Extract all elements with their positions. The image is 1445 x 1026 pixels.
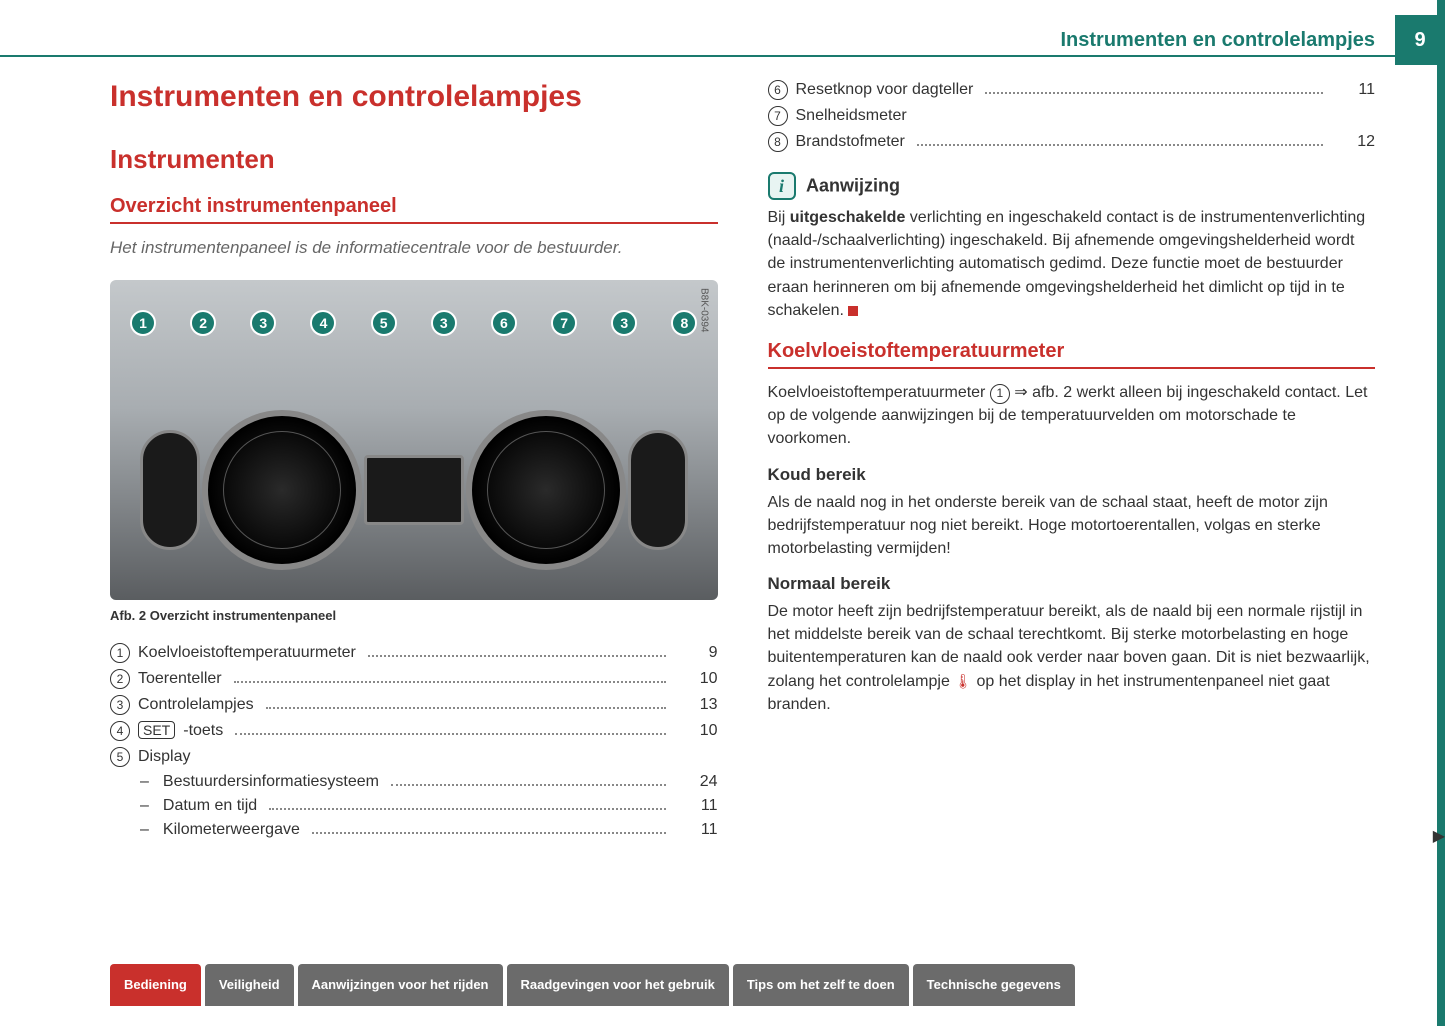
toc-row: 2 Toerenteller 10 xyxy=(110,669,718,689)
section-title: Instrumenten xyxy=(110,144,718,175)
continue-arrow-icon: ▶ xyxy=(1433,826,1445,846)
toc-page: 9 xyxy=(678,644,718,662)
subsection-title: Overzicht instrumentenpaneel xyxy=(110,195,718,224)
toc-row: 5 Display xyxy=(110,747,718,767)
toc-label: Snelheidsmeter xyxy=(796,107,907,125)
toc-row: 6 Resetknop voor dagteller 11 xyxy=(768,80,1376,100)
figure-callout: 2 xyxy=(190,310,216,336)
figure-ref-code: B8K-0394 xyxy=(699,288,710,332)
figure-callout: 6 xyxy=(491,310,517,336)
info-icon: i xyxy=(768,172,796,200)
info-box: i Aanwijzing Bij uitgeschakelde verlicht… xyxy=(768,172,1376,322)
nav-tab[interactable]: Raadgevingen voor het gebruik xyxy=(507,964,729,1006)
toc-page: 10 xyxy=(678,670,718,688)
content: Instrumenten en controlelampjes Instrume… xyxy=(110,80,1375,946)
toc-page: 11 xyxy=(678,821,718,839)
toc-page: 11 xyxy=(678,797,718,815)
toc-number: 5 xyxy=(110,747,130,767)
toc-label: -toets xyxy=(183,722,223,740)
temp-gauge xyxy=(140,430,200,550)
tachometer-gauge xyxy=(202,410,362,570)
section2-para1: Koelvloeistoftemperatuurmeter 1 ⇒ afb. 2… xyxy=(768,381,1376,451)
toc-right: 6 Resetknop voor dagteller 11 7 Snelheidsmet… xyxy=(768,80,1376,152)
center-display xyxy=(364,455,464,525)
toc-number: 7 xyxy=(768,106,788,126)
toc-label: Toerenteller xyxy=(138,670,222,688)
toc-page: 10 xyxy=(678,722,718,740)
figure-callout: 8 xyxy=(671,310,697,336)
toc-row: 4 SET -toets 10 xyxy=(110,721,718,741)
toc-label: Controlelampjes xyxy=(138,696,254,714)
toc-number: 2 xyxy=(110,669,130,689)
running-title: Instrumenten en controlelampjes xyxy=(1060,29,1395,52)
toc-number: 1 xyxy=(110,643,130,663)
toc-row: 3 Controlelampjes 13 xyxy=(110,695,718,715)
section2-title: Koelvloeistoftemperatuurmeter xyxy=(768,340,1376,369)
toc-page: 24 xyxy=(678,773,718,791)
header-rule xyxy=(0,55,1395,57)
figure-callout: 4 xyxy=(310,310,336,336)
set-key: SET xyxy=(138,721,175,739)
figure-callouts: 1 2 3 4 5 3 6 7 3 8 xyxy=(130,310,698,336)
toc-number: 3 xyxy=(110,695,130,715)
heading-normal: Normaal bereik xyxy=(768,574,1376,594)
intro-text: Het instrumentenpaneel is de informatiec… xyxy=(110,236,718,260)
temperature-icon: 🌡 xyxy=(954,673,972,689)
toc-row: –Bestuurdersinformatiesysteem24 xyxy=(140,773,718,791)
left-column: Instrumenten en controlelampjes Instrume… xyxy=(110,80,718,946)
ref-circle: 1 xyxy=(990,384,1010,404)
toc-label: Resetknop voor dagteller xyxy=(796,81,974,99)
right-column: 6 Resetknop voor dagteller 11 7 Snelheidsmet… xyxy=(768,80,1376,946)
toc-label: Display xyxy=(138,748,190,766)
nav-tab[interactable]: Bediening xyxy=(110,964,201,1006)
nav-tab[interactable]: Tips om het zelf te doen xyxy=(733,964,909,1006)
figure-instrument-panel: B8K-0394 1 2 3 4 5 3 6 7 3 8 xyxy=(110,280,718,600)
page-header: Instrumenten en controlelampjes 9 xyxy=(1060,15,1445,65)
toc-row: –Kilometerweergave11 xyxy=(140,821,718,839)
nav-tab[interactable]: Veiligheid xyxy=(205,964,294,1006)
toc-left: 1 Koelvloeistoftemperatuurmeter 9 2 Toerente… xyxy=(110,643,718,767)
toc-label: Bestuurdersinformatiesysteem xyxy=(163,773,379,791)
figure-callout: 7 xyxy=(551,310,577,336)
toc-label: Kilometerweergave xyxy=(163,821,300,839)
figure-callout: 3 xyxy=(611,310,637,336)
nav-tab[interactable]: Technische gegevens xyxy=(913,964,1075,1006)
info-body: Bij uitgeschakelde verlichting en ingesc… xyxy=(768,206,1376,322)
toc-row: 1 Koelvloeistoftemperatuurmeter 9 xyxy=(110,643,718,663)
heading-cold: Koud bereik xyxy=(768,465,1376,485)
toc-row: 7 Snelheidsmeter xyxy=(768,106,1376,126)
figure-callout: 5 xyxy=(371,310,397,336)
toc-number: 4 xyxy=(110,721,130,741)
figure-callout: 1 xyxy=(130,310,156,336)
end-mark xyxy=(848,306,858,316)
toc-row: –Datum en tijd11 xyxy=(140,797,718,815)
toc-label: Datum en tijd xyxy=(163,797,257,815)
info-title: Aanwijzing xyxy=(806,176,900,196)
toc-row: 8 Brandstofmeter 12 xyxy=(768,132,1376,152)
toc-page: 11 xyxy=(1335,81,1375,99)
para-cold: Als de naald nog in het onderste bereik … xyxy=(768,491,1376,561)
figure-callout: 3 xyxy=(431,310,457,336)
speedometer-gauge xyxy=(466,410,626,570)
toc-number: 8 xyxy=(768,132,788,152)
page-number: 9 xyxy=(1395,15,1445,65)
para-normal: De motor heeft zijn bedrijfstemperatuur … xyxy=(768,600,1376,716)
nav-tab[interactable]: Aanwijzingen voor het rijden xyxy=(298,964,503,1006)
toc-page: 12 xyxy=(1335,133,1375,151)
figure-caption: Afb. 2 Overzicht instrumentenpaneel xyxy=(110,608,718,623)
gauge-cluster xyxy=(140,400,688,580)
bottom-nav: BedieningVeiligheidAanwijzingen voor het… xyxy=(110,964,1445,1006)
toc-page: 13 xyxy=(678,696,718,714)
figure-callout: 3 xyxy=(250,310,276,336)
page-title: Instrumenten en controlelampjes xyxy=(110,80,718,114)
toc-left-sub: –Bestuurdersinformatiesysteem24–Datum en… xyxy=(110,773,718,839)
toc-label: Koelvloeistoftemperatuurmeter xyxy=(138,644,356,662)
toc-label: Brandstofmeter xyxy=(796,133,905,151)
right-page-stripe xyxy=(1437,0,1445,1026)
toc-number: 6 xyxy=(768,80,788,100)
fuel-gauge xyxy=(628,430,688,550)
